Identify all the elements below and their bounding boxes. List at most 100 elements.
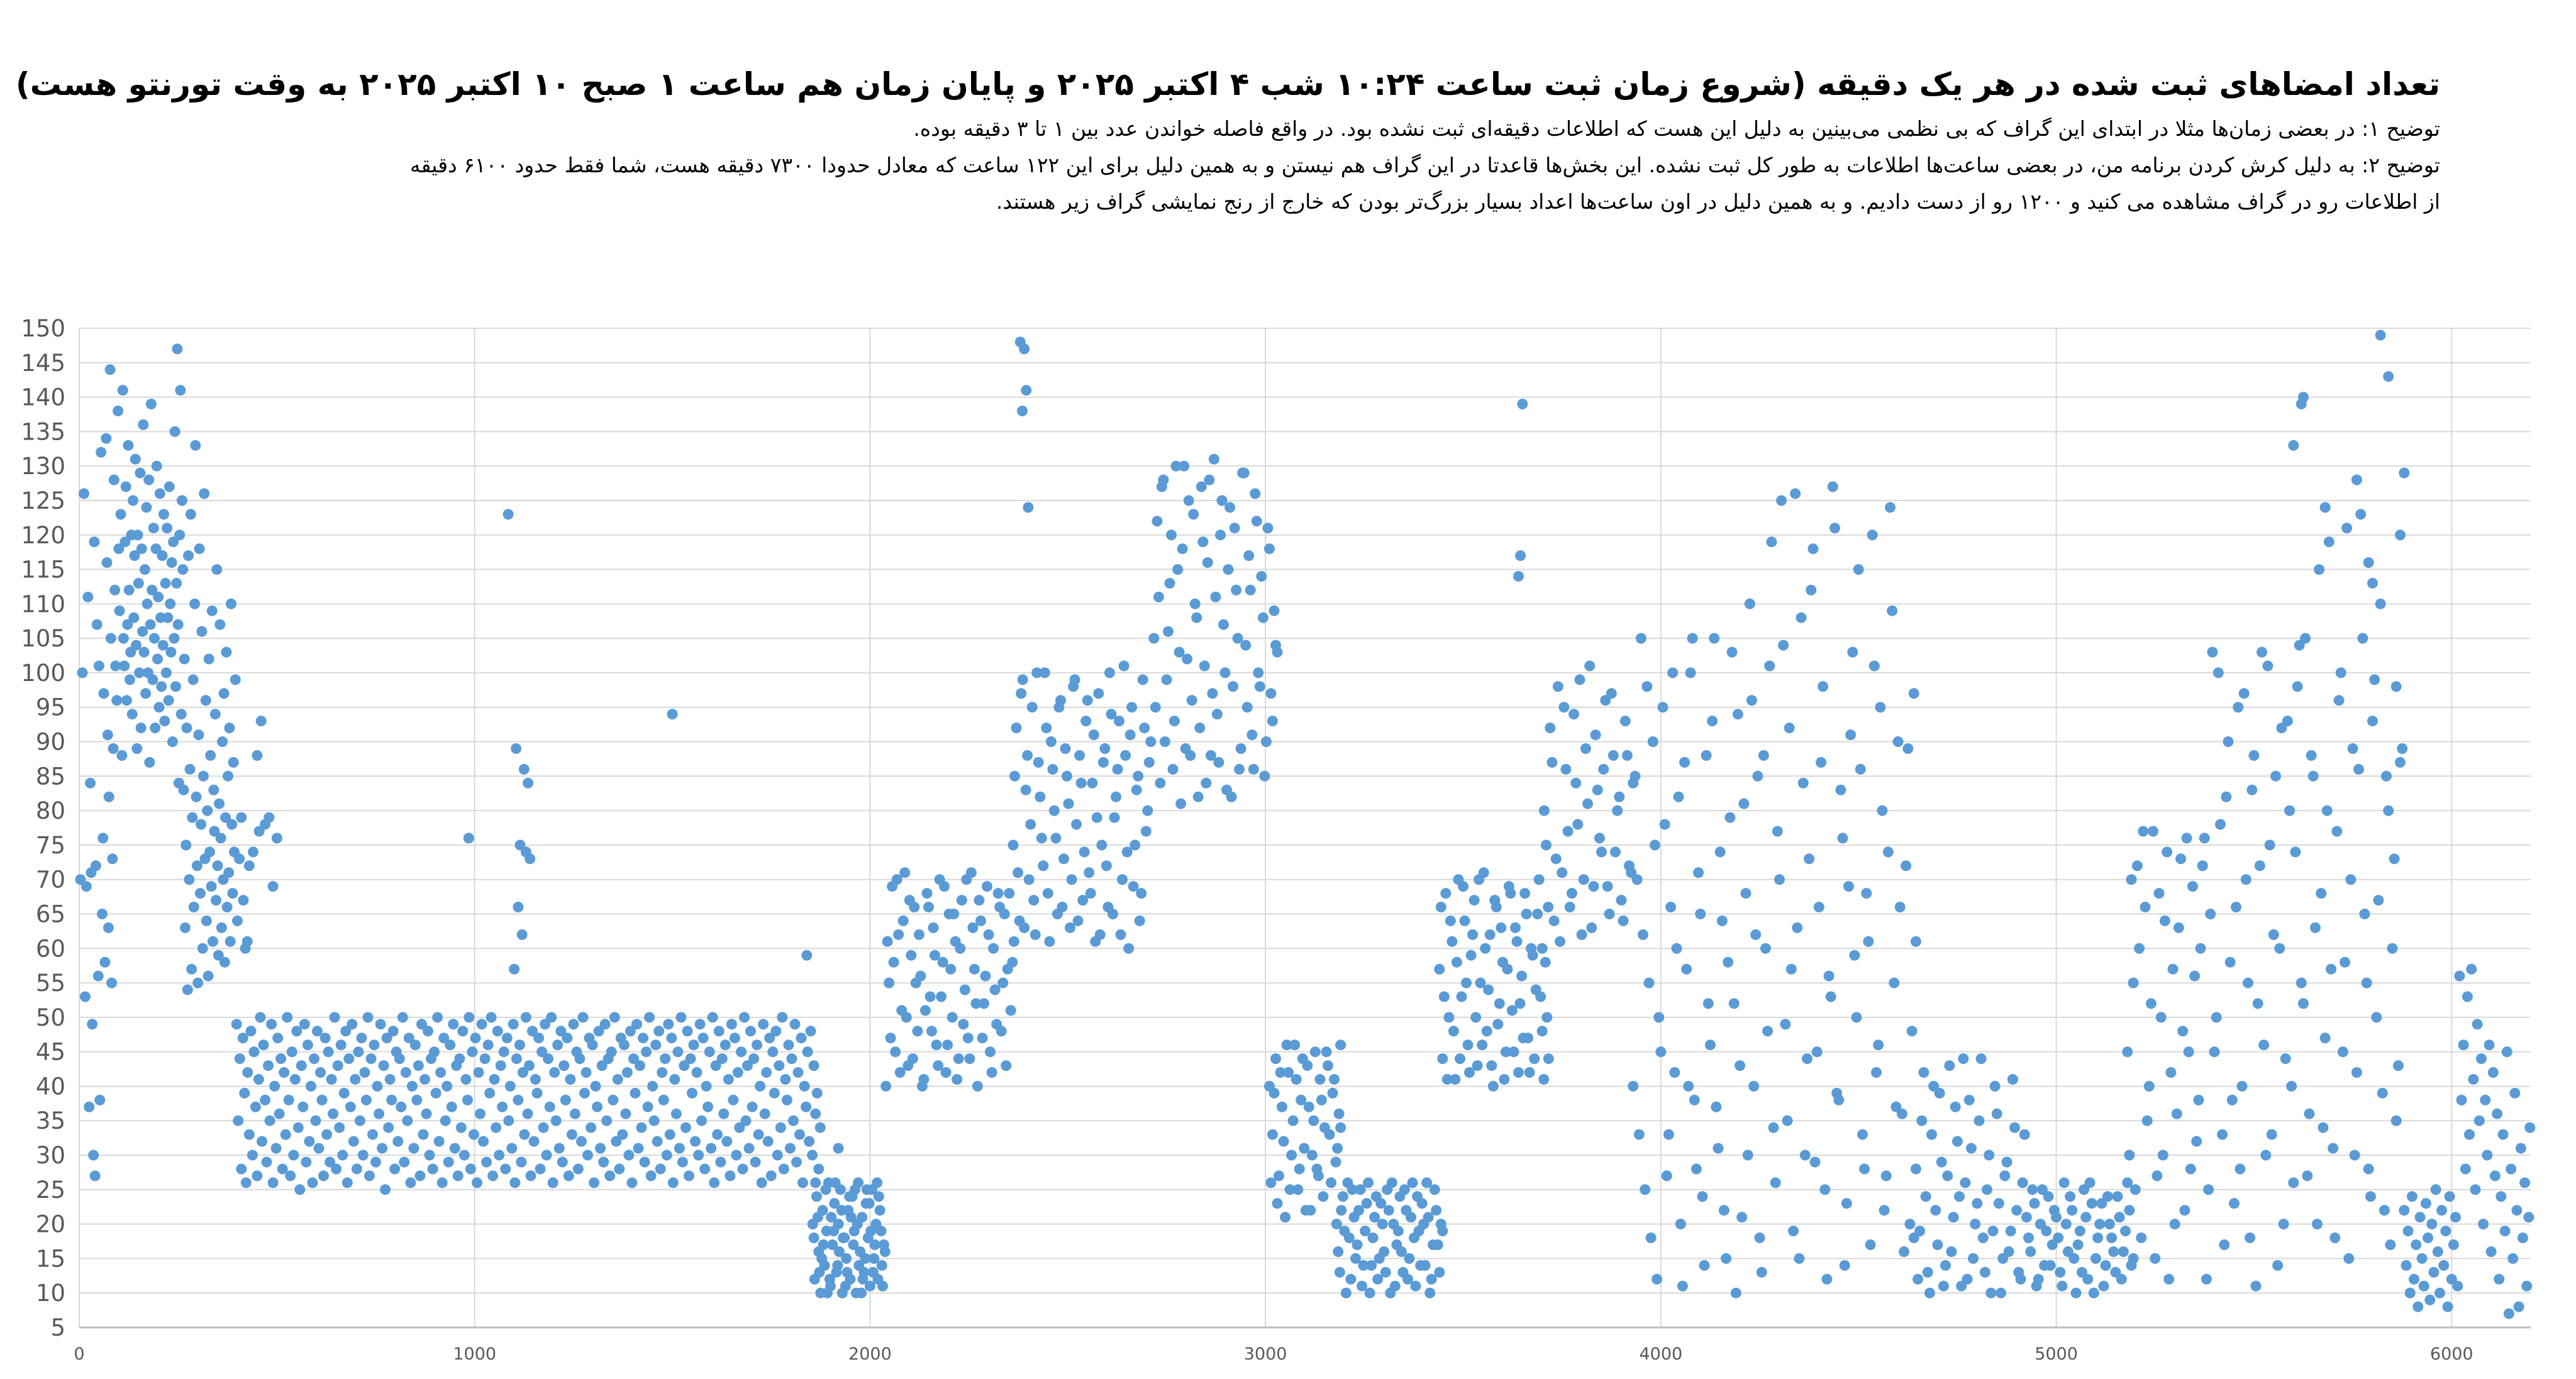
data-point [953, 1053, 964, 1065]
data-point [1550, 853, 1562, 865]
data-point [888, 956, 899, 968]
data-point [1462, 1039, 1474, 1051]
data-point [1760, 943, 1771, 954]
data-point [2138, 826, 2149, 837]
data-point [937, 956, 948, 968]
data-point [413, 1060, 424, 1072]
data-point [1072, 915, 1084, 926]
data-point [277, 1163, 288, 1175]
data-point [1177, 543, 1188, 555]
data-point [1486, 1060, 1497, 1072]
data-point [1039, 667, 1050, 678]
data-point [748, 1053, 760, 1065]
data-point [2497, 1129, 2509, 1140]
data-point [2353, 763, 2364, 775]
data-point [1199, 660, 1210, 672]
data-point [812, 1212, 823, 1223]
data-point [2257, 646, 2267, 658]
data-point [313, 1143, 325, 1154]
data-point [367, 1129, 378, 1140]
data-point [926, 1026, 937, 1037]
data-point [1464, 1067, 1475, 1078]
data-point [1936, 1156, 1947, 1168]
data-point [97, 833, 109, 844]
data-point [893, 929, 904, 940]
data-point [89, 1170, 101, 1182]
data-point [2007, 1074, 2018, 1085]
data-point [2480, 1094, 2491, 1105]
data-point [1009, 770, 1020, 782]
data-point [1260, 736, 1272, 747]
y-tick-label: 55 [36, 970, 65, 997]
data-point [1718, 1205, 1729, 1216]
data-point [1005, 1005, 1016, 1016]
data-point [1758, 750, 1769, 761]
data-point [2155, 1012, 2167, 1023]
data-point [1508, 1046, 1519, 1058]
data-point [1035, 791, 1046, 802]
data-point [508, 1019, 519, 1030]
y-tick-label: 20 [36, 1211, 65, 1238]
data-point [2361, 977, 2372, 989]
data-point [2387, 943, 2398, 954]
data-point [2397, 743, 2408, 754]
data-point [457, 1026, 469, 1037]
data-point [1283, 1067, 1294, 1078]
data-point [2094, 1219, 2106, 1230]
data-point [675, 1012, 687, 1023]
data-point [169, 633, 180, 644]
data-point [810, 1177, 821, 1188]
data-point [1518, 1033, 1529, 1044]
data-point [424, 1149, 435, 1161]
data-point [2363, 557, 2374, 568]
data-point [964, 1053, 975, 1065]
data-point [1774, 874, 1785, 885]
data-point [223, 867, 235, 878]
data-point [427, 1163, 438, 1175]
data-point [2326, 963, 2336, 975]
data-point [525, 1170, 536, 1182]
data-point [961, 874, 972, 885]
data-point [1232, 633, 1243, 644]
data-point [323, 1046, 334, 1058]
data-point [2351, 1067, 2362, 1078]
data-point [2086, 1198, 2097, 1209]
data-point [784, 1143, 796, 1154]
data-point [182, 984, 193, 995]
data-point [1494, 998, 1505, 1009]
data-point [1687, 633, 1698, 644]
data-point [423, 1026, 433, 1037]
data-point [595, 1143, 606, 1154]
data-point [1899, 1246, 1909, 1257]
data-point [2150, 1253, 2161, 1264]
data-point [1552, 681, 1563, 692]
data-point [544, 1101, 555, 1112]
data-point [1123, 943, 1135, 954]
data-point [2499, 1226, 2511, 1237]
data-point [802, 1046, 813, 1058]
y-tick-label: 105 [21, 625, 65, 652]
data-point [1434, 963, 1445, 975]
data-point [1855, 763, 1866, 775]
data-point [975, 915, 986, 926]
data-point [1017, 674, 1028, 685]
data-point [718, 1108, 730, 1119]
data-point [1467, 929, 1479, 940]
data-point [2005, 1226, 2016, 1237]
data-point [1406, 1212, 1416, 1223]
data-point [282, 1012, 293, 1023]
data-point [2521, 1280, 2533, 1292]
x-tick-label: 2000 [848, 1344, 892, 1364]
data-point [1904, 1219, 1916, 1230]
data-point [1399, 1184, 1410, 1195]
data-point [403, 1033, 414, 1044]
y-axis-ticks: 5101520253035404550556065707580859095100… [21, 315, 65, 1341]
data-point [1863, 936, 1874, 947]
data-point [1711, 1101, 1722, 1112]
data-point [1440, 888, 1452, 899]
data-point [1238, 467, 1250, 479]
y-tick-label: 25 [36, 1177, 65, 1204]
data-point [1871, 1067, 1882, 1078]
data-point [2171, 1108, 2182, 1119]
